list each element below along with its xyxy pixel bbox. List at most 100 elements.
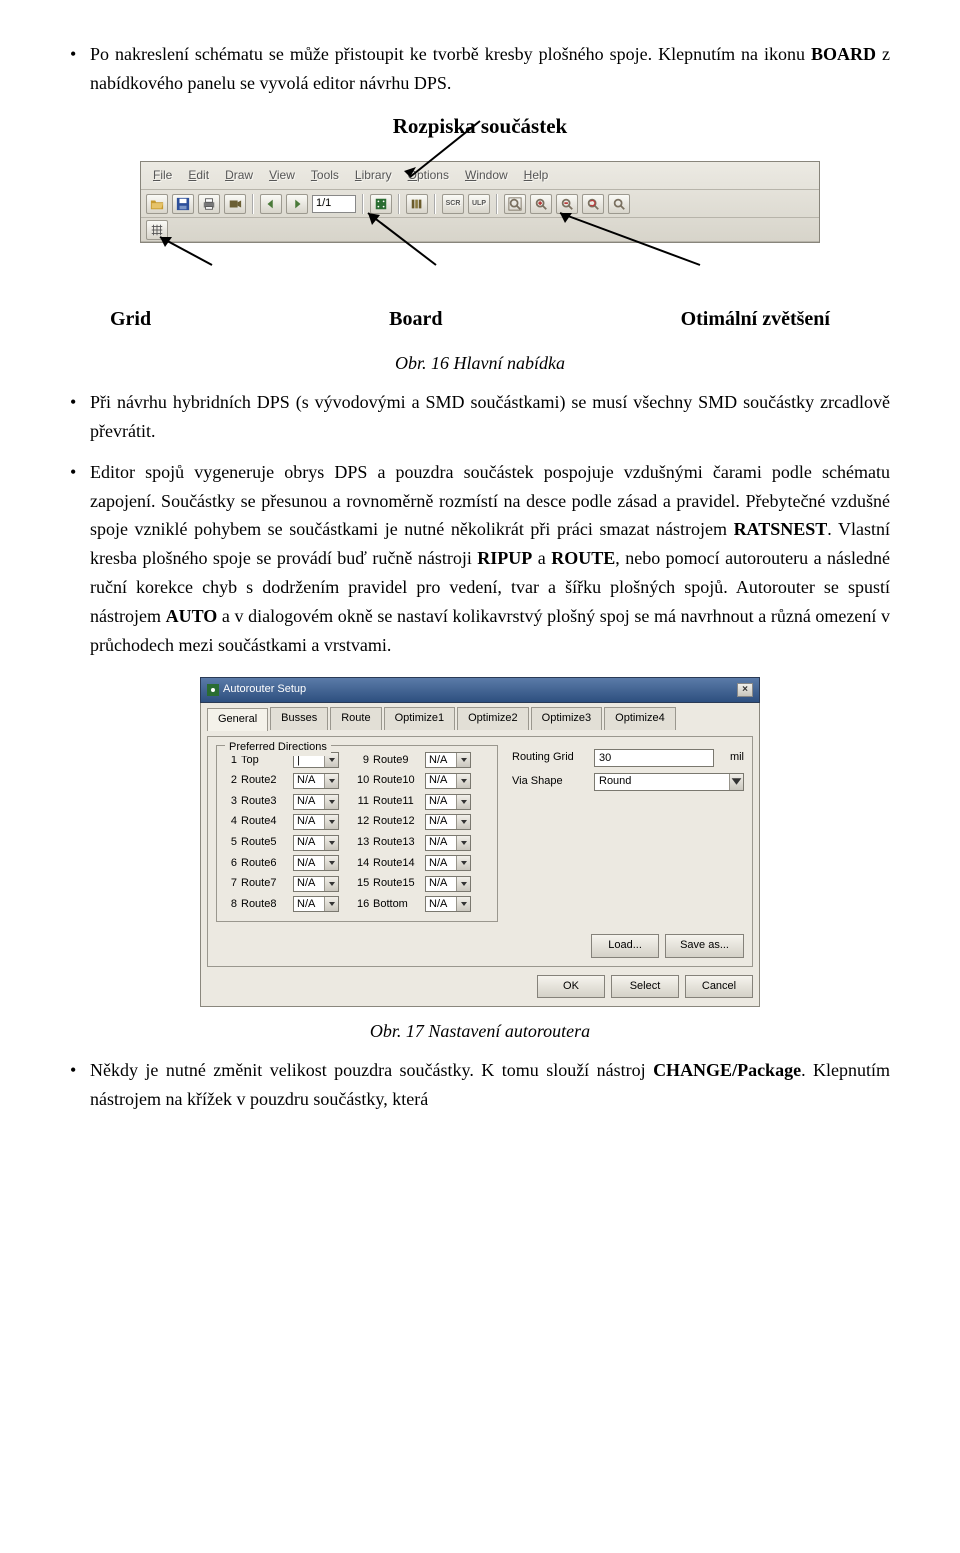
change-package-keyword: CHANGE/Package — [653, 1060, 801, 1080]
dialog-tabs: GeneralBussesRouteOptimize1Optimize2Opti… — [207, 707, 753, 730]
pref-value: N/A — [429, 772, 447, 790]
pref-dropdown[interactable]: N/A — [425, 896, 471, 912]
select-button[interactable]: Select — [611, 975, 679, 999]
menu-file[interactable]: File — [147, 165, 178, 186]
pref-dropdown[interactable]: N/A — [293, 814, 339, 830]
back-icon[interactable] — [260, 194, 282, 214]
p3-c: a — [532, 548, 551, 568]
menu-window[interactable]: Window — [459, 165, 514, 186]
zoom-select-icon[interactable] — [608, 194, 630, 214]
board-icon[interactable] — [370, 194, 392, 214]
zoom-in-icon[interactable] — [530, 194, 552, 214]
menu-library[interactable]: Library — [349, 165, 398, 186]
chevron-down-icon — [456, 897, 470, 911]
board-keyword: BOARD — [811, 44, 876, 64]
library-icon[interactable] — [406, 194, 428, 214]
pref-value: N/A — [297, 834, 315, 852]
pref-label: Route10 — [373, 772, 421, 790]
tab-optimize1[interactable]: Optimize1 — [384, 707, 456, 730]
tab-general[interactable]: General — [207, 708, 268, 731]
open-icon[interactable] — [146, 194, 168, 214]
paragraph-2: Při návrhu hybridních DPS (s vývodovými … — [70, 388, 890, 446]
routing-grid-label: Routing Grid — [512, 749, 588, 767]
ratsnest-keyword: RATSNEST — [734, 519, 828, 539]
pref-dropdown[interactable]: N/A — [425, 752, 471, 768]
pref-dropdown[interactable]: N/A — [425, 814, 471, 830]
pref-dropdown[interactable]: N/A — [293, 835, 339, 851]
routing-grid-input[interactable]: 30 — [594, 749, 714, 767]
pref-index: 16 — [357, 896, 369, 914]
via-shape-select[interactable]: Round — [594, 773, 744, 791]
pref-dropdown[interactable]: N/A — [425, 835, 471, 851]
close-icon[interactable]: × — [737, 683, 753, 697]
pref-dropdown[interactable]: N/A — [425, 794, 471, 810]
pref-dropdown[interactable]: N/A — [293, 773, 339, 789]
save-icon[interactable] — [172, 194, 194, 214]
page-indicator[interactable]: 1/1 — [312, 195, 356, 213]
pref-label: Route8 — [241, 896, 289, 914]
pref-label: Route15 — [373, 875, 421, 893]
pref-index: 14 — [357, 855, 369, 873]
cam-icon[interactable] — [224, 194, 246, 214]
toolbar-row-1: 1/1 SCR ULP — [141, 190, 819, 218]
pref-dropdown[interactable]: N/A — [293, 855, 339, 871]
pref-index: 4 — [225, 813, 237, 831]
separator — [252, 194, 254, 214]
tab-route[interactable]: Route — [330, 707, 381, 730]
zoom-fit-icon[interactable] — [504, 194, 526, 214]
pref-dropdown[interactable]: N/A — [293, 896, 339, 912]
chevron-down-icon — [324, 815, 338, 829]
grid-icon[interactable] — [146, 220, 168, 240]
menu-tools[interactable]: Tools — [305, 165, 345, 186]
pref-row-route13: 13Route13N/A — [357, 834, 471, 852]
pref-value: N/A — [429, 875, 447, 893]
pref-row-route2: 2Route2N/A — [225, 772, 339, 790]
chevron-down-icon — [324, 856, 338, 870]
menu-view[interactable]: View — [263, 165, 301, 186]
menu-help[interactable]: Help — [518, 165, 555, 186]
cancel-button[interactable]: Cancel — [685, 975, 753, 999]
scr-icon[interactable]: SCR — [442, 194, 464, 214]
chevron-down-icon — [324, 877, 338, 891]
via-shape-value: Round — [599, 773, 631, 791]
via-shape-label: Via Shape — [512, 773, 588, 791]
pref-row-route7: 7Route7N/A — [225, 875, 339, 893]
load-button[interactable]: Load... — [591, 934, 659, 958]
tab-optimize4[interactable]: Optimize4 — [604, 707, 676, 730]
zoom-out-icon[interactable] — [556, 194, 578, 214]
pref-dropdown[interactable]: N/A — [425, 773, 471, 789]
pref-index: 12 — [357, 813, 369, 831]
ok-button[interactable]: OK — [537, 975, 605, 999]
pref-dropdown[interactable]: N/A — [425, 855, 471, 871]
menu-options[interactable]: Options — [402, 165, 455, 186]
dialog-app-icon — [207, 684, 219, 696]
paragraph-4: Někdy je nutné změnit velikost pouzdra s… — [70, 1056, 890, 1114]
tab-busses[interactable]: Busses — [270, 707, 328, 730]
annotation-rozpiska: Rozpiska součástek — [70, 110, 890, 144]
chevron-down-icon — [456, 753, 470, 767]
paragraph-1: Po nakreslení schématu se může přistoupi… — [70, 40, 890, 98]
print-icon[interactable] — [198, 194, 220, 214]
ulp-icon[interactable]: ULP — [468, 194, 490, 214]
zoom-redraw-icon[interactable] — [582, 194, 604, 214]
toolbar-row-2 — [141, 218, 819, 242]
pref-dropdown[interactable]: N/A — [425, 876, 471, 892]
tab-optimize2[interactable]: Optimize2 — [457, 707, 529, 730]
pref-label: Route6 — [241, 855, 289, 873]
tab-optimize3[interactable]: Optimize3 — [531, 707, 603, 730]
pref-label: Route14 — [373, 855, 421, 873]
preferred-directions-fieldset: Preferred Directions 1Top|2Route2N/A3Rou… — [216, 745, 498, 923]
pref-dropdown[interactable]: N/A — [293, 876, 339, 892]
pref-index: 11 — [357, 793, 369, 811]
pref-value: N/A — [297, 772, 315, 790]
pref-row-route4: 4Route4N/A — [225, 813, 339, 831]
forward-icon[interactable] — [286, 194, 308, 214]
menu-edit[interactable]: Edit — [182, 165, 215, 186]
pref-dropdown[interactable]: N/A — [293, 794, 339, 810]
tab-pane-general: Preferred Directions 1Top|2Route2N/A3Rou… — [207, 736, 753, 967]
menu-draw[interactable]: Draw — [219, 165, 259, 186]
pref-value: N/A — [297, 813, 315, 831]
chevron-down-icon — [324, 795, 338, 809]
pref-index: 2 — [225, 772, 237, 790]
save-as-button[interactable]: Save as... — [665, 934, 744, 958]
